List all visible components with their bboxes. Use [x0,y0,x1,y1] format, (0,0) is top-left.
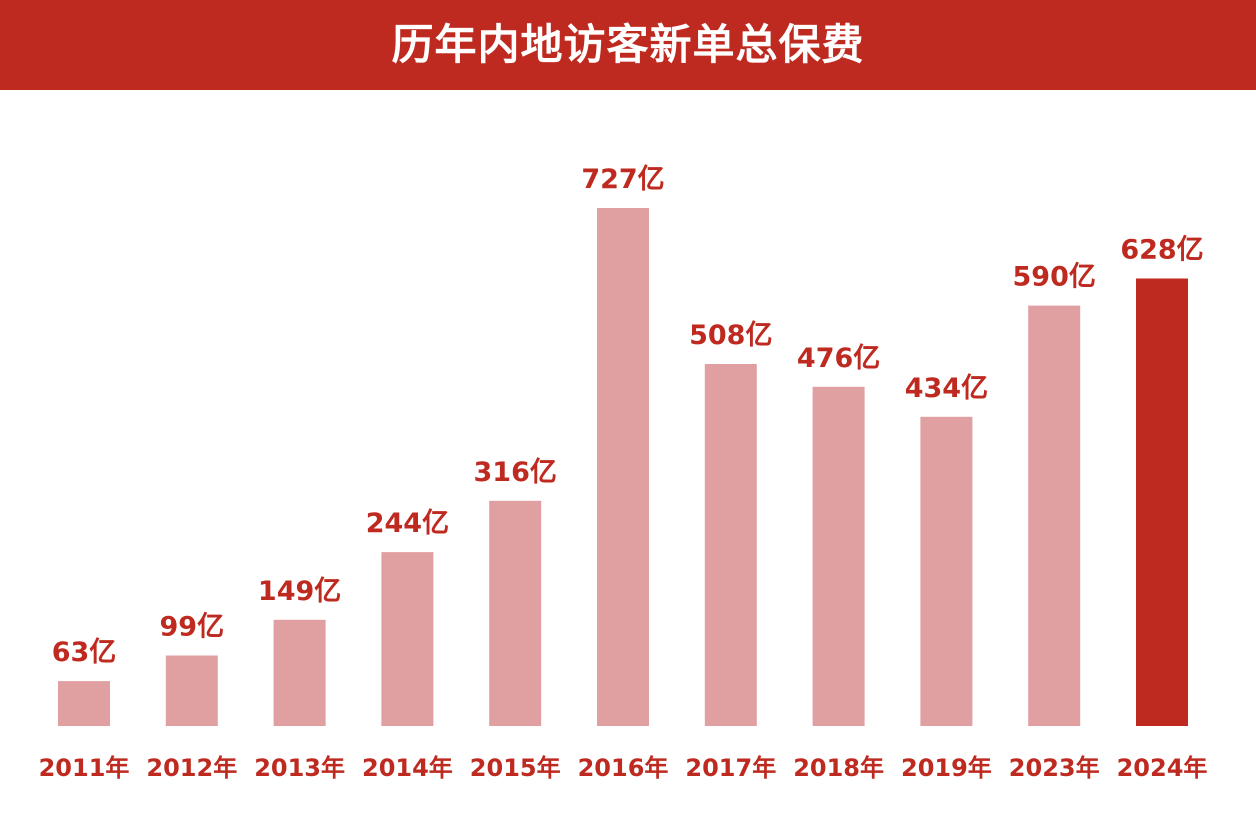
bar-2013年 [273,619,326,726]
value-label-2024年: 628亿 [1120,235,1203,266]
x-tick-label-2013年: 2013年 [254,754,345,782]
value-label-2023年: 590亿 [1013,262,1096,293]
value-label-2017年: 508亿 [689,320,772,351]
bar-2012年 [165,655,218,726]
x-tick-label-2012年: 2012年 [146,754,237,782]
bar-2018年 [812,386,865,726]
x-tick-label-2024年: 2024年 [1117,754,1208,782]
bar-2017年 [704,364,757,726]
x-tick-label-2017年: 2017年 [685,754,776,782]
title-banner [0,0,1256,90]
bar-2019年 [920,416,973,726]
value-label-2018年: 476亿 [797,343,880,374]
value-label-2015年: 316亿 [474,457,557,488]
bar-2014年 [381,552,434,726]
x-tick-label-2016年: 2016年 [578,754,669,782]
bar-2023年 [1028,305,1081,726]
x-tick-label-2014年: 2014年 [362,754,453,782]
value-label-2011年: 63亿 [52,637,117,668]
x-tick-label-2011年: 2011年 [39,754,130,782]
bar-chart: 63亿 2011年 99亿 2012年 149亿 2013年 244亿 2014年 316亿 20… [39,164,1208,782]
value-label-2012年: 99亿 [160,612,225,643]
bar-2024年 [1136,278,1188,726]
x-tick-label-2015年: 2015年 [470,754,561,782]
x-tick-label-2018年: 2018年 [793,754,884,782]
value-label-2014年: 244亿 [366,508,449,539]
value-label-2019年: 434亿 [905,373,988,404]
bar-2011年 [58,681,110,726]
x-tick-label-2019年: 2019年 [901,754,992,782]
value-label-2016年: 727亿 [581,164,664,195]
bar-2016年 [597,208,649,726]
chart-title: 历年内地访客新单总保费 [391,20,865,69]
bar-2015年 [489,500,542,726]
x-tick-label-2023年: 2023年 [1009,754,1100,782]
value-label-2013年: 149亿 [258,576,341,607]
